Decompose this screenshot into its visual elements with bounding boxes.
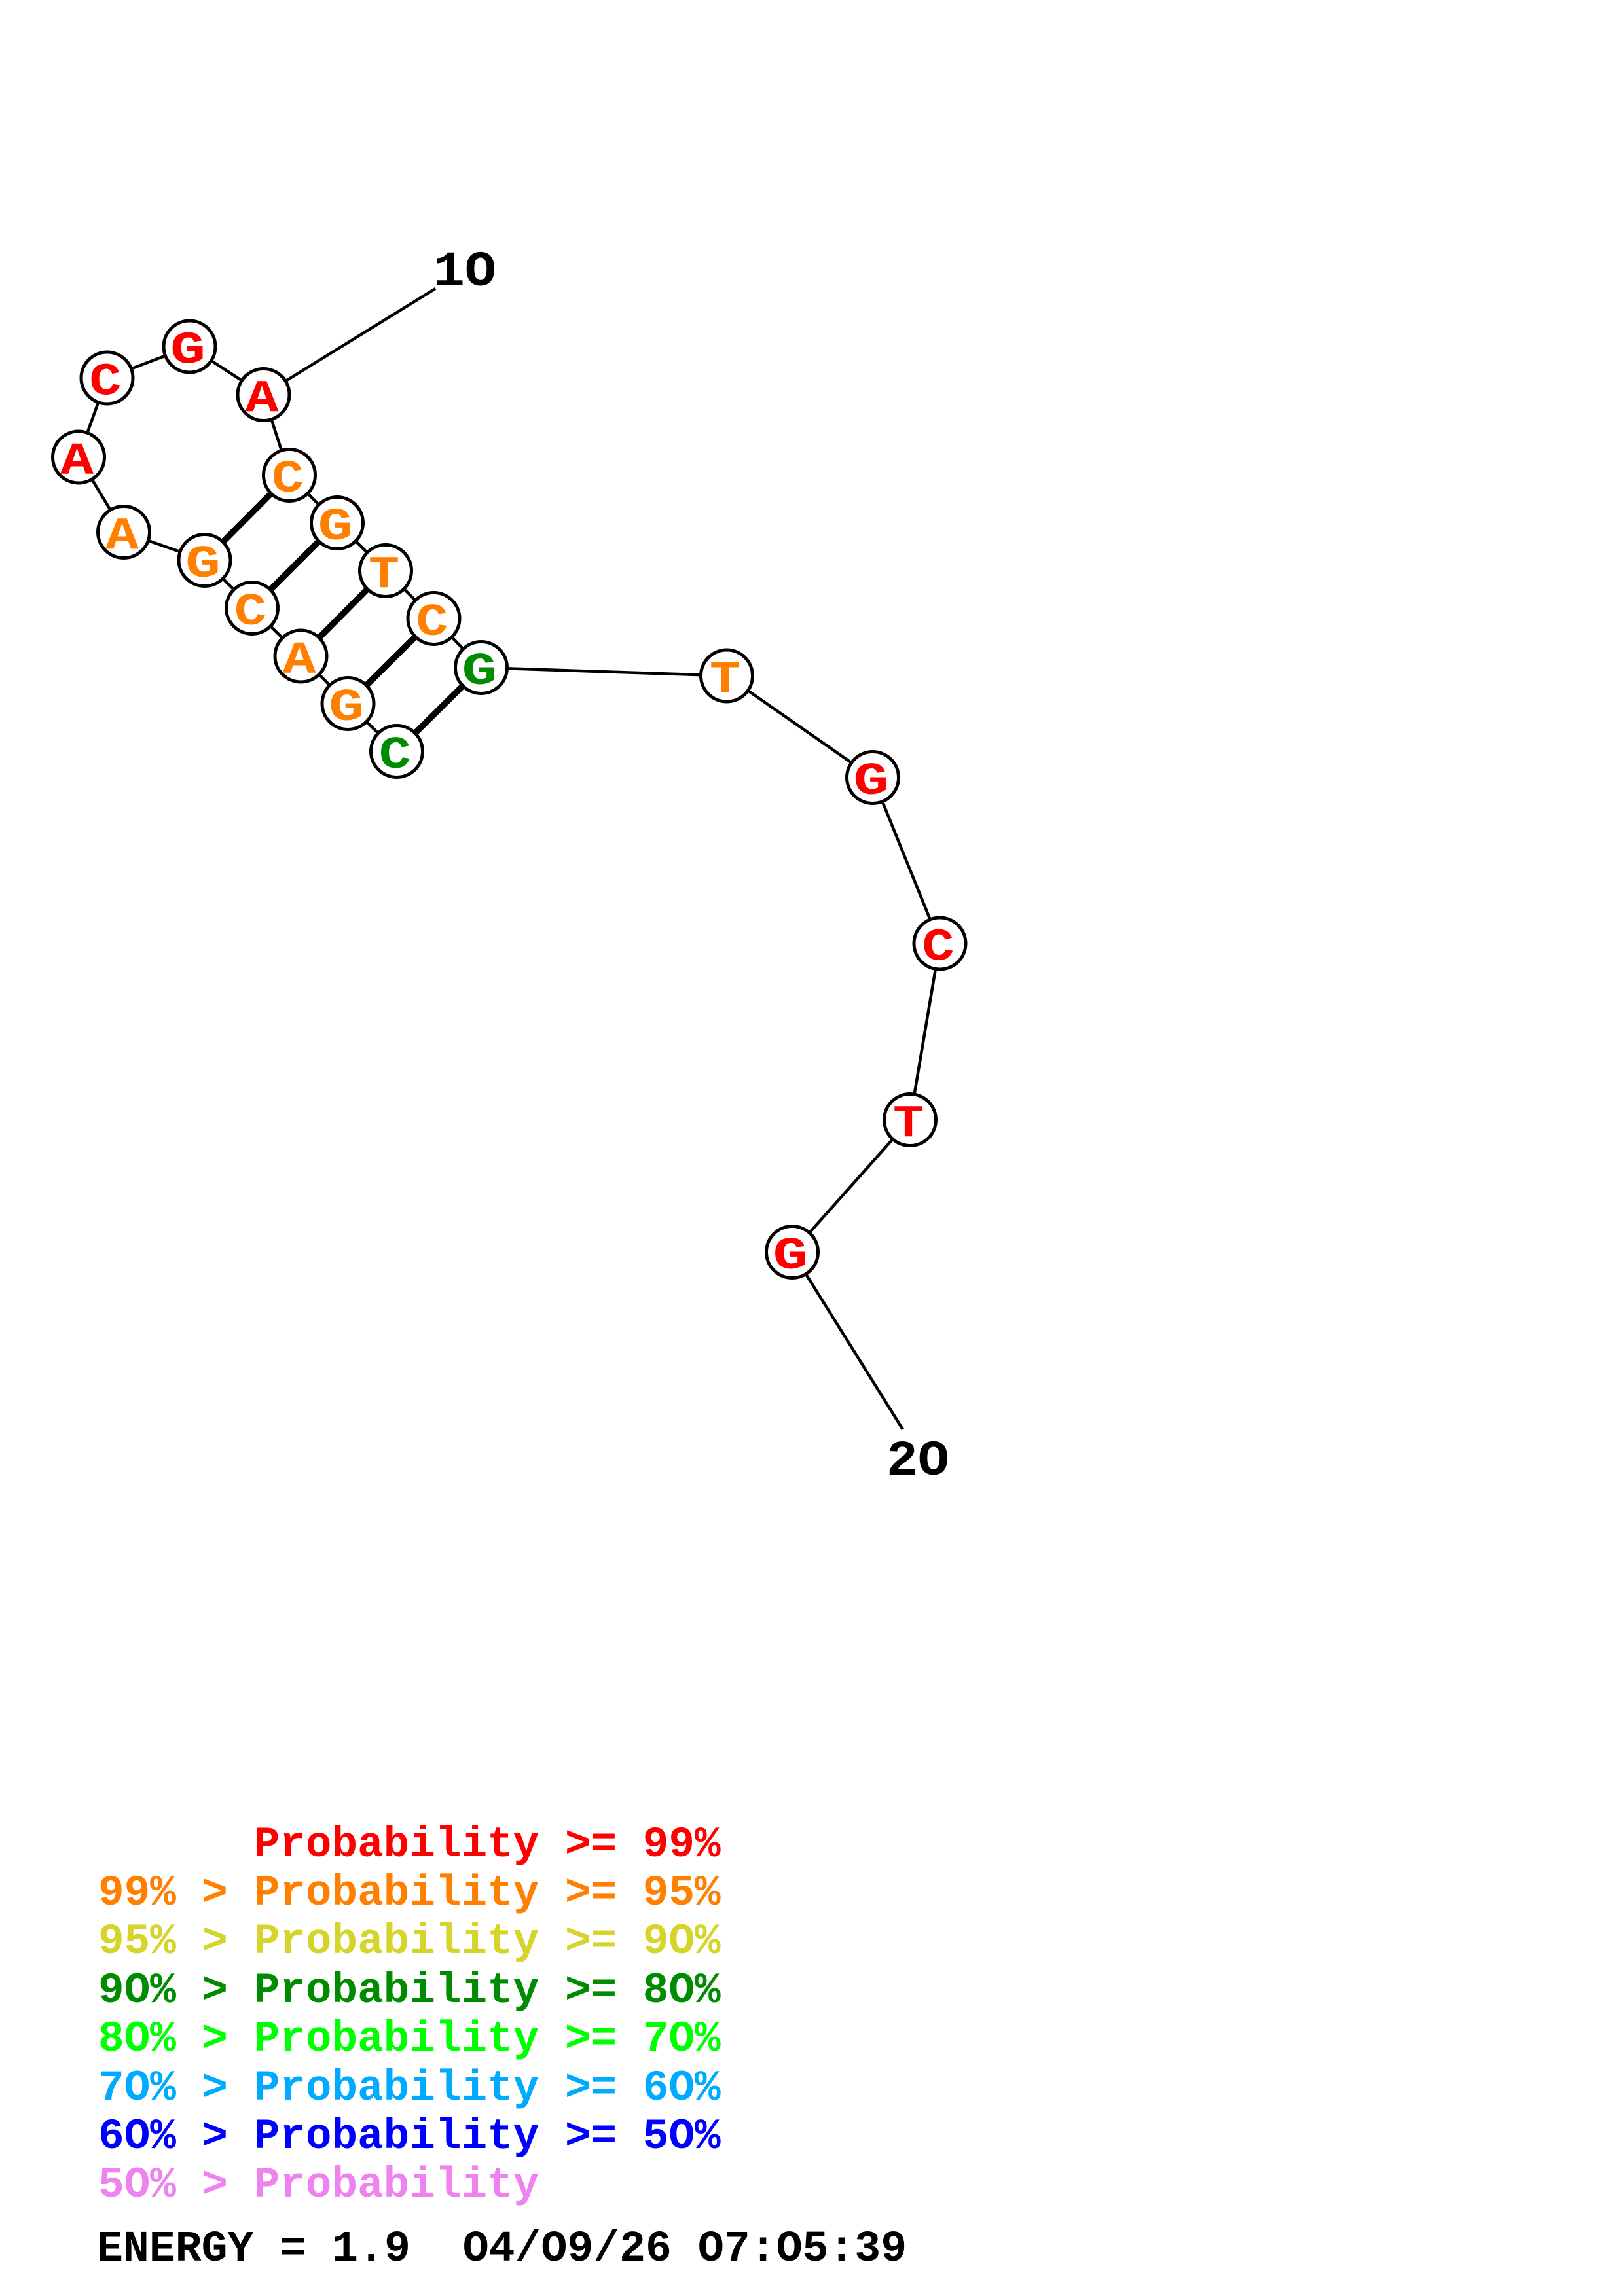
svg-text:G: G bbox=[318, 502, 354, 554]
svg-text:C: C bbox=[272, 454, 304, 505]
svg-text:Probability >= 99%: Probability >= 99% bbox=[98, 1820, 721, 1869]
svg-text:7O% > Probability >= 6O%: 7O% > Probability >= 6O% bbox=[98, 2064, 721, 2113]
svg-text:G: G bbox=[773, 1231, 809, 1283]
svg-text:ENERGY = 1.9 O4/O9/26 O7:O5:3: ENERGY = 1.9 O4/O9/26 O7:O5:39 bbox=[97, 2225, 907, 2274]
svg-text:1O: 1O bbox=[433, 245, 496, 301]
svg-text:C: C bbox=[922, 922, 954, 974]
svg-text:C: C bbox=[379, 730, 411, 781]
svg-text:G: G bbox=[170, 325, 206, 377]
svg-text:T: T bbox=[369, 550, 399, 601]
svg-text:2O: 2O bbox=[886, 1434, 949, 1490]
svg-text:8O% > Probability >= 7O%: 8O% > Probability >= 7O% bbox=[98, 2015, 721, 2064]
svg-text:G: G bbox=[185, 539, 221, 591]
svg-text:A: A bbox=[246, 373, 279, 425]
svg-text:5O% > Probability: 5O% > Probability bbox=[98, 2161, 539, 2210]
svg-text:C: C bbox=[416, 597, 448, 649]
svg-text:6O% > Probability >= 5O%: 6O% > Probability >= 5O% bbox=[98, 2112, 721, 2161]
svg-text:G: G bbox=[329, 683, 364, 734]
svg-text:A: A bbox=[105, 511, 139, 562]
svg-text:C: C bbox=[89, 357, 121, 408]
svg-text:A: A bbox=[283, 635, 316, 687]
svg-text:9O% > Probability >= 8O%: 9O% > Probability >= 8O% bbox=[98, 1966, 721, 2015]
svg-text:C: C bbox=[234, 586, 266, 638]
svg-text:95% > Probability >= 9O%: 95% > Probability >= 9O% bbox=[98, 1917, 721, 1966]
svg-text:99% > Probability >= 95%: 99% > Probability >= 95% bbox=[98, 1869, 721, 1918]
svg-text:A: A bbox=[60, 436, 94, 488]
svg-text:T: T bbox=[710, 655, 740, 706]
svg-text:G: G bbox=[462, 647, 498, 698]
svg-text:T: T bbox=[893, 1099, 924, 1151]
svg-text:G: G bbox=[854, 757, 889, 808]
